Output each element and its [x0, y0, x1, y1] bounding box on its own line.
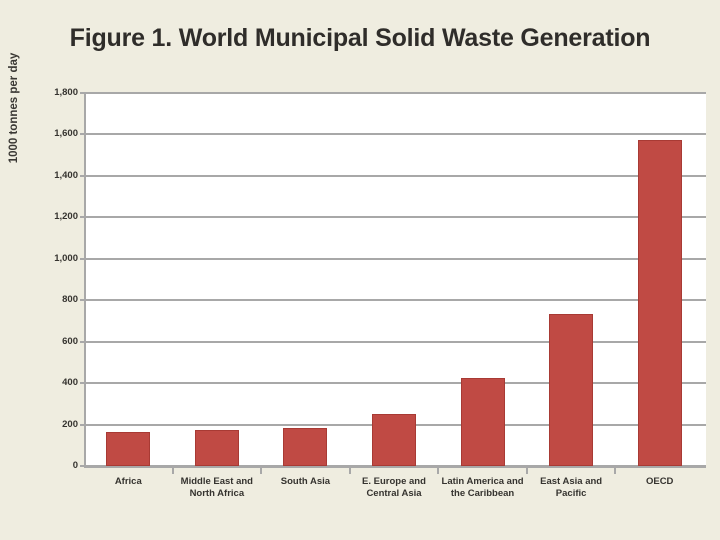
x-axis-tick-mark	[348, 468, 351, 474]
x-axis-label-line: Latin America and	[441, 476, 524, 487]
gridline	[86, 382, 706, 385]
bar[interactable]	[637, 139, 682, 466]
bar-slot	[261, 93, 350, 466]
y-axis-tick-label: 1,400	[54, 169, 78, 181]
bar-series	[84, 93, 704, 466]
x-axis-category-label: South Asia	[261, 476, 350, 488]
y-axis-tick-mark	[80, 174, 86, 177]
y-axis-tick-mark	[80, 465, 86, 467]
x-axis-label-line: Central Asia	[366, 488, 422, 499]
bar-slot	[615, 93, 704, 466]
y-axis-tick-label: 1,000	[54, 252, 78, 264]
gridline	[86, 299, 706, 302]
y-axis-tick-mark	[80, 92, 86, 94]
x-axis-tick-mark	[614, 468, 617, 474]
bar[interactable]	[194, 430, 239, 466]
y-axis-tick-mark	[80, 423, 86, 426]
gridline	[86, 340, 706, 343]
y-axis-tick-mark	[80, 382, 86, 385]
x-axis-category-label: Africa	[84, 476, 173, 488]
y-axis-tick-label: 600	[62, 335, 78, 347]
y-axis-tick-mark	[80, 299, 86, 302]
y-axis-tick-label: 400	[62, 377, 78, 389]
bar-slot	[350, 93, 439, 466]
y-axis-tick-label: 0	[72, 460, 78, 471]
y-axis-title: 1000 tonnes per day	[8, 52, 20, 164]
y-axis-tick-label: 1,800	[54, 87, 78, 98]
x-axis-tick-mark	[171, 468, 174, 474]
x-axis-label-line: Africa	[114, 476, 142, 487]
y-axis-tick-mark	[80, 133, 86, 136]
x-axis-category-label: Latin America and the Caribbean	[438, 476, 527, 500]
y-axis-tick-labels: 0 200 400 600 800 1,000 1,200 1,400 1,600 1,800	[28, 0, 78, 540]
x-axis-category-labels: Africa Middle East and North Africa South A…	[84, 476, 704, 516]
bar[interactable]	[283, 427, 328, 466]
y-axis-tick-label: 1,600	[54, 128, 78, 140]
chart-title: Figure 1. World Municipal Solid Waste Ge…	[69, 24, 651, 52]
x-axis-category-label: OECD	[615, 476, 704, 488]
y-axis-tick-mark	[80, 340, 86, 343]
y-axis-tick-label: 800	[62, 294, 78, 306]
bar[interactable]	[460, 377, 505, 466]
y-axis-tick-label: 200	[62, 418, 78, 430]
x-axis-tick-mark	[525, 468, 528, 474]
gridline	[86, 257, 706, 260]
gridline	[86, 216, 706, 219]
bar[interactable]	[549, 313, 594, 466]
x-axis-label-line: Pacific	[555, 488, 587, 499]
gridline	[86, 465, 706, 467]
bar-slot	[173, 93, 262, 466]
x-axis-label-line: the Caribbean	[450, 488, 515, 499]
plot-area	[80, 92, 706, 468]
x-axis-category-label: Middle East and North Africa	[173, 476, 262, 500]
y-axis-tick-mark	[80, 216, 86, 219]
x-axis-label-line: South Asia	[280, 476, 331, 487]
bar[interactable]	[106, 431, 151, 466]
bar-slot	[527, 93, 616, 466]
x-axis-label-line: East Asia and	[540, 476, 603, 487]
x-axis-label-line: E. Europe and	[362, 476, 426, 487]
x-axis-label-line: Middle East and	[180, 476, 253, 487]
x-axis-label-line: OECD	[645, 476, 674, 487]
gridline	[86, 133, 706, 136]
x-axis-tick-mark	[260, 468, 263, 474]
gridline	[86, 174, 706, 177]
x-axis-category-label: East Asia and Pacific	[527, 476, 616, 500]
y-axis-tick-label: 1,200	[54, 211, 78, 223]
gridline	[86, 92, 706, 94]
x-axis-label-line: North Africa	[189, 488, 245, 499]
bar[interactable]	[371, 414, 416, 466]
bar-slot	[438, 93, 527, 466]
x-axis-tick-mark	[437, 468, 440, 474]
bar-slot	[84, 93, 173, 466]
x-axis-category-label: E. Europe and Central Asia	[350, 476, 439, 500]
y-axis-tick-mark	[80, 257, 86, 260]
x-axis-tick-marks	[84, 468, 704, 476]
